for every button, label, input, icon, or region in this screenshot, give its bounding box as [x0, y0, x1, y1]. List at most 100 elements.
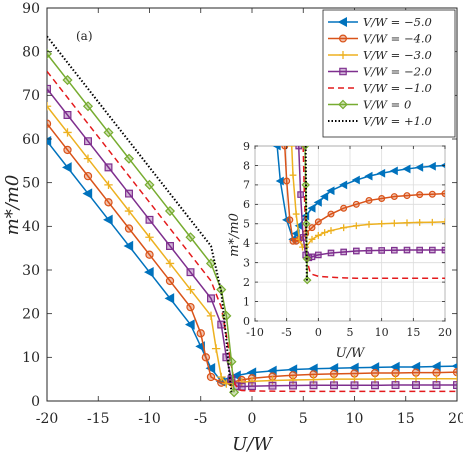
inset-series-v-w-4-0-point: [314, 218, 322, 226]
main-series-v-w-2-0-point: [453, 381, 457, 390]
main-series-v-w-0-point: [164, 206, 176, 217]
inset-y-tick-label: 2: [243, 276, 250, 289]
main-series-v-w-4-0-point: [196, 329, 205, 338]
inset-series-v-w-1-0-line: [304, 146, 308, 283]
main-series-v-w-3-0-point: [268, 376, 277, 385]
inset-series-v-w-1-0: [304, 146, 308, 283]
main-x-axis-label: U/W: [232, 434, 273, 455]
inset-series-v-w-4-0-point: [428, 190, 436, 198]
main-series-v-w-3-0-point: [186, 285, 195, 294]
inset-series-v-w-3-0-point: [403, 219, 411, 227]
main-series-group: [47, 35, 457, 398]
legend-entry-v-w-4-0-label: V/W = −4.0: [363, 32, 432, 46]
main-series-v-w-3-0-point: [217, 372, 226, 382]
inset-series-v-w-4-0-point: [378, 195, 386, 202]
inset-series-v-w-2-0-point: [340, 248, 347, 256]
main-series-v-w-0-point: [185, 232, 196, 243]
legend-entry-v-w-2-0: V/W = −2.0: [328, 65, 432, 79]
inset-x-ticks: -10 -5 0 5 10 15 20: [246, 146, 452, 339]
main-series-v-w-0-point: [123, 153, 135, 164]
inset-series-v-w-3-0-point: [321, 229, 329, 236]
inset-series-v-w-3-0-point: [352, 222, 360, 230]
inset-series-v-w-3-0-point: [365, 220, 373, 228]
inset-y-tick-label: 9: [243, 140, 250, 153]
inset-series-v-w-5-0-point: [339, 180, 348, 190]
main-series-v-w-5-0-point: [144, 266, 154, 278]
main-y-tick-label: 50: [22, 176, 40, 192]
legend-entry-v-w-0-marker: [338, 99, 348, 110]
inset-series-v-w-4-0-point: [441, 190, 445, 198]
inset-series-v-w-2-0-line: [297, 146, 445, 259]
inset-series-v-w-4-0-point: [403, 192, 411, 200]
inset-y-tick-label: 1: [243, 295, 250, 308]
inset-series-v-w-5-0-point: [364, 171, 373, 181]
main-y-tick-label: 80: [22, 45, 40, 61]
inset-x-tick-label: -10: [246, 326, 264, 339]
inset-y-axis-label: m*/m0: [227, 213, 242, 257]
legend-entry-v-w-5-0-marker: [337, 16, 347, 28]
inset-series-v-w-4-0-point: [390, 193, 398, 201]
inset-series-v-w-2-0-point: [403, 246, 411, 254]
panel-annotation: (a): [76, 29, 93, 43]
main-series-v-w-2-0-point: [186, 268, 195, 277]
main-series-v-w-2-0-point: [84, 137, 92, 146]
main-series-v-w-5-0: [47, 135, 457, 387]
main-series-v-w-3-0-point: [247, 377, 257, 386]
main-y-tick-label: 60: [22, 132, 40, 148]
legend-entry-v-w-0: V/W = 0: [328, 98, 411, 112]
legend-entry-v-w-4-0: V/W = −4.0: [328, 32, 432, 46]
main-series-v-w-2-0-point: [166, 242, 174, 250]
inset-y-ticks: 0 1 2 3 4 5 6 7 8 9: [243, 140, 445, 328]
main-series-v-w-2-0-point: [330, 381, 338, 390]
main-series-v-w-2-0-point: [47, 84, 51, 93]
inset-series-v-w-2-0-point: [365, 247, 373, 254]
legend-entry-v-w-4-0-marker: [339, 34, 348, 43]
main-series-v-w-2-0-point: [309, 381, 318, 390]
main-series-v-w-4-0-point: [104, 198, 113, 207]
main-series-v-w-2-0-point: [412, 381, 420, 390]
inset-plot: -10 -5 0 5 10 15 20 0 1 2 3 4 5 6 7 8 9 U/W m*/m0: [227, 140, 452, 361]
inset-curves: [272, 146, 445, 285]
main-series-v-w-3-0-point: [288, 375, 298, 385]
main-series-v-w-0-point: [82, 101, 94, 112]
main-y-tick-label: 70: [22, 88, 40, 104]
legend-entry-v-w-1-0: V/W = −1.0: [328, 81, 432, 95]
main-y-tick-label: 0: [31, 394, 40, 410]
main-series-v-w-3-0: [47, 102, 457, 388]
main-x-tick-label: -10: [138, 411, 161, 427]
main-series-v-w-4-0-point: [165, 276, 175, 286]
inset-series-v-w-5-0-point: [320, 192, 329, 201]
main-series-v-w-2-0-point: [63, 111, 72, 119]
inset-series-v-w-3-0-point: [289, 171, 297, 179]
main-series-v-w-2-0-point: [248, 382, 256, 391]
main-x-tick-label: 15: [397, 411, 415, 427]
inset-x-tick-label: 20: [438, 326, 452, 339]
main-series-v-w-4-0-point: [47, 119, 52, 128]
main-series-v-w-0-point: [221, 310, 232, 321]
main-y-tick-label: 40: [22, 219, 40, 235]
main-curves: [47, 35, 457, 398]
main-series-v-w-2-0-point: [125, 189, 133, 198]
inset-series-v-w-2-0-point: [391, 246, 398, 254]
main-x-tick-label: -15: [87, 411, 110, 427]
inset-y-tick-label: 0: [243, 315, 250, 328]
main-series-v-w-5-0-point: [123, 240, 134, 252]
main-series-v-w-2-0-point: [289, 381, 297, 390]
main-series-v-w-0: [47, 48, 240, 398]
inset-series-v-w-1-0: [302, 146, 445, 279]
main-series-v-w-2-0-point: [104, 163, 113, 172]
inset-series-v-w-4-0-point: [327, 210, 335, 218]
inset-series-v-w-2-0-point: [416, 246, 423, 254]
legend: V/W = −5.0 V/W = −4.0 V/W = −3.0 V/W = −2.0…: [322, 9, 456, 138]
main-x-tick-label: 0: [248, 411, 257, 427]
legend-entry-v-w-3-0-marker: [339, 51, 347, 59]
inset-series-v-w-3-0-point: [416, 219, 424, 226]
inset-series-v-w-3-0-point: [390, 219, 398, 227]
inset-series-v-w-3-0-point: [340, 224, 348, 232]
main-series-v-w-3-0-point: [206, 311, 216, 321]
main-series-v-w-3-0-point: [452, 374, 457, 383]
main-series-v-w-4-0-point: [145, 250, 154, 259]
inset-series-v-w-5-0-point: [326, 186, 335, 196]
legend-entry-v-w-5-0-label: V/W = −5.0: [363, 15, 432, 29]
